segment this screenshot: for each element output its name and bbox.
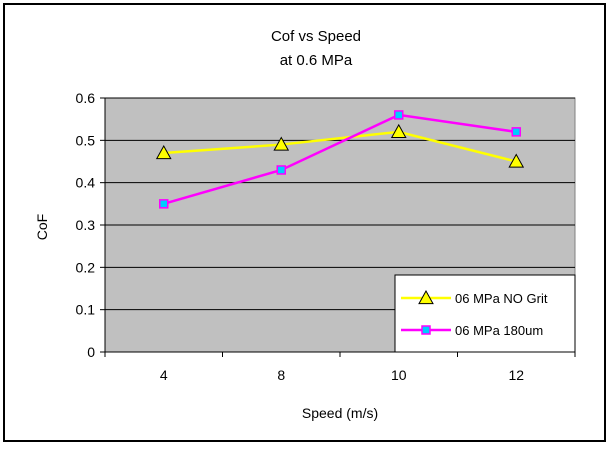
legend: 06 MPa NO Grit 06 MPa 180um xyxy=(395,275,575,352)
chart-subtitle: at 0.6 MPa xyxy=(280,52,353,69)
data-point-marker xyxy=(512,128,520,136)
y-tick-label: 0.6 xyxy=(76,90,96,106)
data-point-marker xyxy=(395,111,403,119)
legend-box xyxy=(395,275,575,352)
y-axis-label: CoF xyxy=(34,214,50,240)
x-axis-label: Speed (m/s) xyxy=(302,405,378,421)
x-tick-labels: 4 8 10 12 xyxy=(160,367,524,383)
x-tick-label: 12 xyxy=(508,367,524,383)
y-tick-labels: 0 0.1 0.2 0.3 0.4 0.5 0.6 xyxy=(76,90,96,360)
data-point-marker xyxy=(160,200,168,208)
chart-frame: Cof vs Speed at 0.6 MPa 0 0.1 0.2 0.3 0.4 0.5… xyxy=(3,3,606,442)
x-tick-label: 10 xyxy=(391,367,407,383)
y-tick-label: 0 xyxy=(87,344,95,360)
y-tick-label: 0.1 xyxy=(76,302,96,318)
data-point-marker xyxy=(277,166,285,174)
legend-label: 06 MPa 180um xyxy=(455,323,543,338)
y-tick-label: 0.4 xyxy=(76,175,96,191)
legend-marker xyxy=(422,326,430,334)
chart-title: Cof vs Speed xyxy=(271,28,361,45)
chart-svg: Cof vs Speed at 0.6 MPa 0 0.1 0.2 0.3 0.4 0.5… xyxy=(5,5,604,440)
y-tick-label: 0.5 xyxy=(76,132,96,148)
y-tick-label: 0.3 xyxy=(76,217,96,233)
x-tick-label: 8 xyxy=(277,367,285,383)
y-tick-label: 0.2 xyxy=(76,259,96,275)
legend-label: 06 MPa NO Grit xyxy=(455,291,548,306)
x-tick-label: 4 xyxy=(160,367,168,383)
